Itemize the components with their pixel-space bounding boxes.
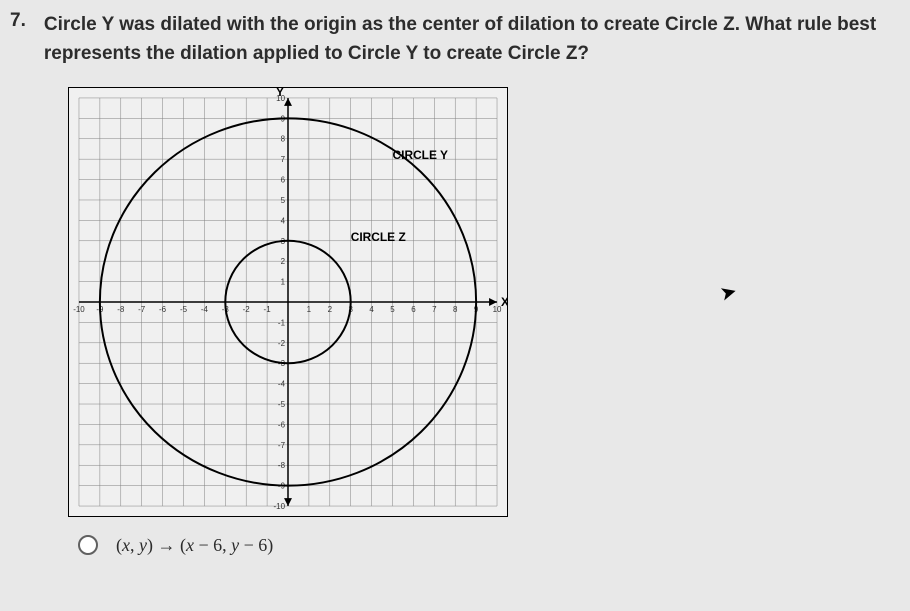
svg-text:CIRCLE Z: CIRCLE Z [351, 230, 406, 244]
cursor-icon: ➤ [717, 278, 740, 306]
svg-text:2: 2 [281, 257, 286, 266]
svg-text:-7: -7 [278, 441, 286, 450]
svg-text:-2: -2 [278, 339, 286, 348]
svg-text:5: 5 [390, 305, 395, 314]
svg-text:-7: -7 [138, 305, 146, 314]
svg-text:7: 7 [432, 305, 437, 314]
svg-text:1: 1 [281, 277, 286, 286]
svg-text:8: 8 [281, 135, 286, 144]
svg-text:X: X [501, 295, 507, 309]
svg-text:CIRCLE Y: CIRCLE Y [393, 148, 449, 162]
svg-text:4: 4 [369, 305, 374, 314]
answer-text: (x, y) → (x − 6, y − 6) [116, 535, 273, 556]
svg-text:-2: -2 [243, 305, 251, 314]
svg-text:5: 5 [281, 196, 286, 205]
svg-text:-6: -6 [159, 305, 167, 314]
svg-text:6: 6 [411, 305, 416, 314]
svg-text:1: 1 [307, 305, 312, 314]
svg-text:10: 10 [276, 94, 285, 103]
svg-text:7: 7 [281, 155, 286, 164]
svg-text:-4: -4 [278, 379, 286, 388]
radio-button[interactable] [78, 535, 98, 555]
svg-text:-1: -1 [264, 305, 272, 314]
svg-text:-1: -1 [278, 318, 286, 327]
question-text: Circle Y was dilated with the origin as … [44, 10, 890, 69]
svg-text:-5: -5 [278, 400, 286, 409]
question-line2: represents the dilation applied to Circl… [44, 43, 589, 64]
question-number: 7. [8, 10, 26, 69]
svg-text:-10: -10 [73, 305, 85, 314]
svg-text:8: 8 [453, 305, 458, 314]
svg-text:6: 6 [281, 175, 286, 184]
question-row: 7. Circle Y was dilated with the origin … [8, 10, 890, 69]
svg-text:-4: -4 [201, 305, 209, 314]
page-container: 7. Circle Y was dilated with the origin … [0, 0, 910, 611]
question-line1: Circle Y was dilated with the origin as … [44, 14, 876, 35]
answer-option[interactable]: (x, y) → (x − 6, y − 6) [78, 535, 890, 556]
coordinate-graph: XY -10-9-8-7-6-5-4-3-2-112345678910-10-9… [69, 88, 507, 516]
svg-text:-8: -8 [117, 305, 125, 314]
svg-text:4: 4 [281, 216, 286, 225]
chart-figure: XY -10-9-8-7-6-5-4-3-2-112345678910-10-9… [68, 87, 508, 517]
svg-text:-10: -10 [274, 502, 286, 511]
svg-text:2: 2 [328, 305, 333, 314]
svg-text:-6: -6 [278, 420, 286, 429]
svg-text:-8: -8 [278, 461, 286, 470]
svg-text:10: 10 [493, 305, 502, 314]
svg-text:-5: -5 [180, 305, 188, 314]
